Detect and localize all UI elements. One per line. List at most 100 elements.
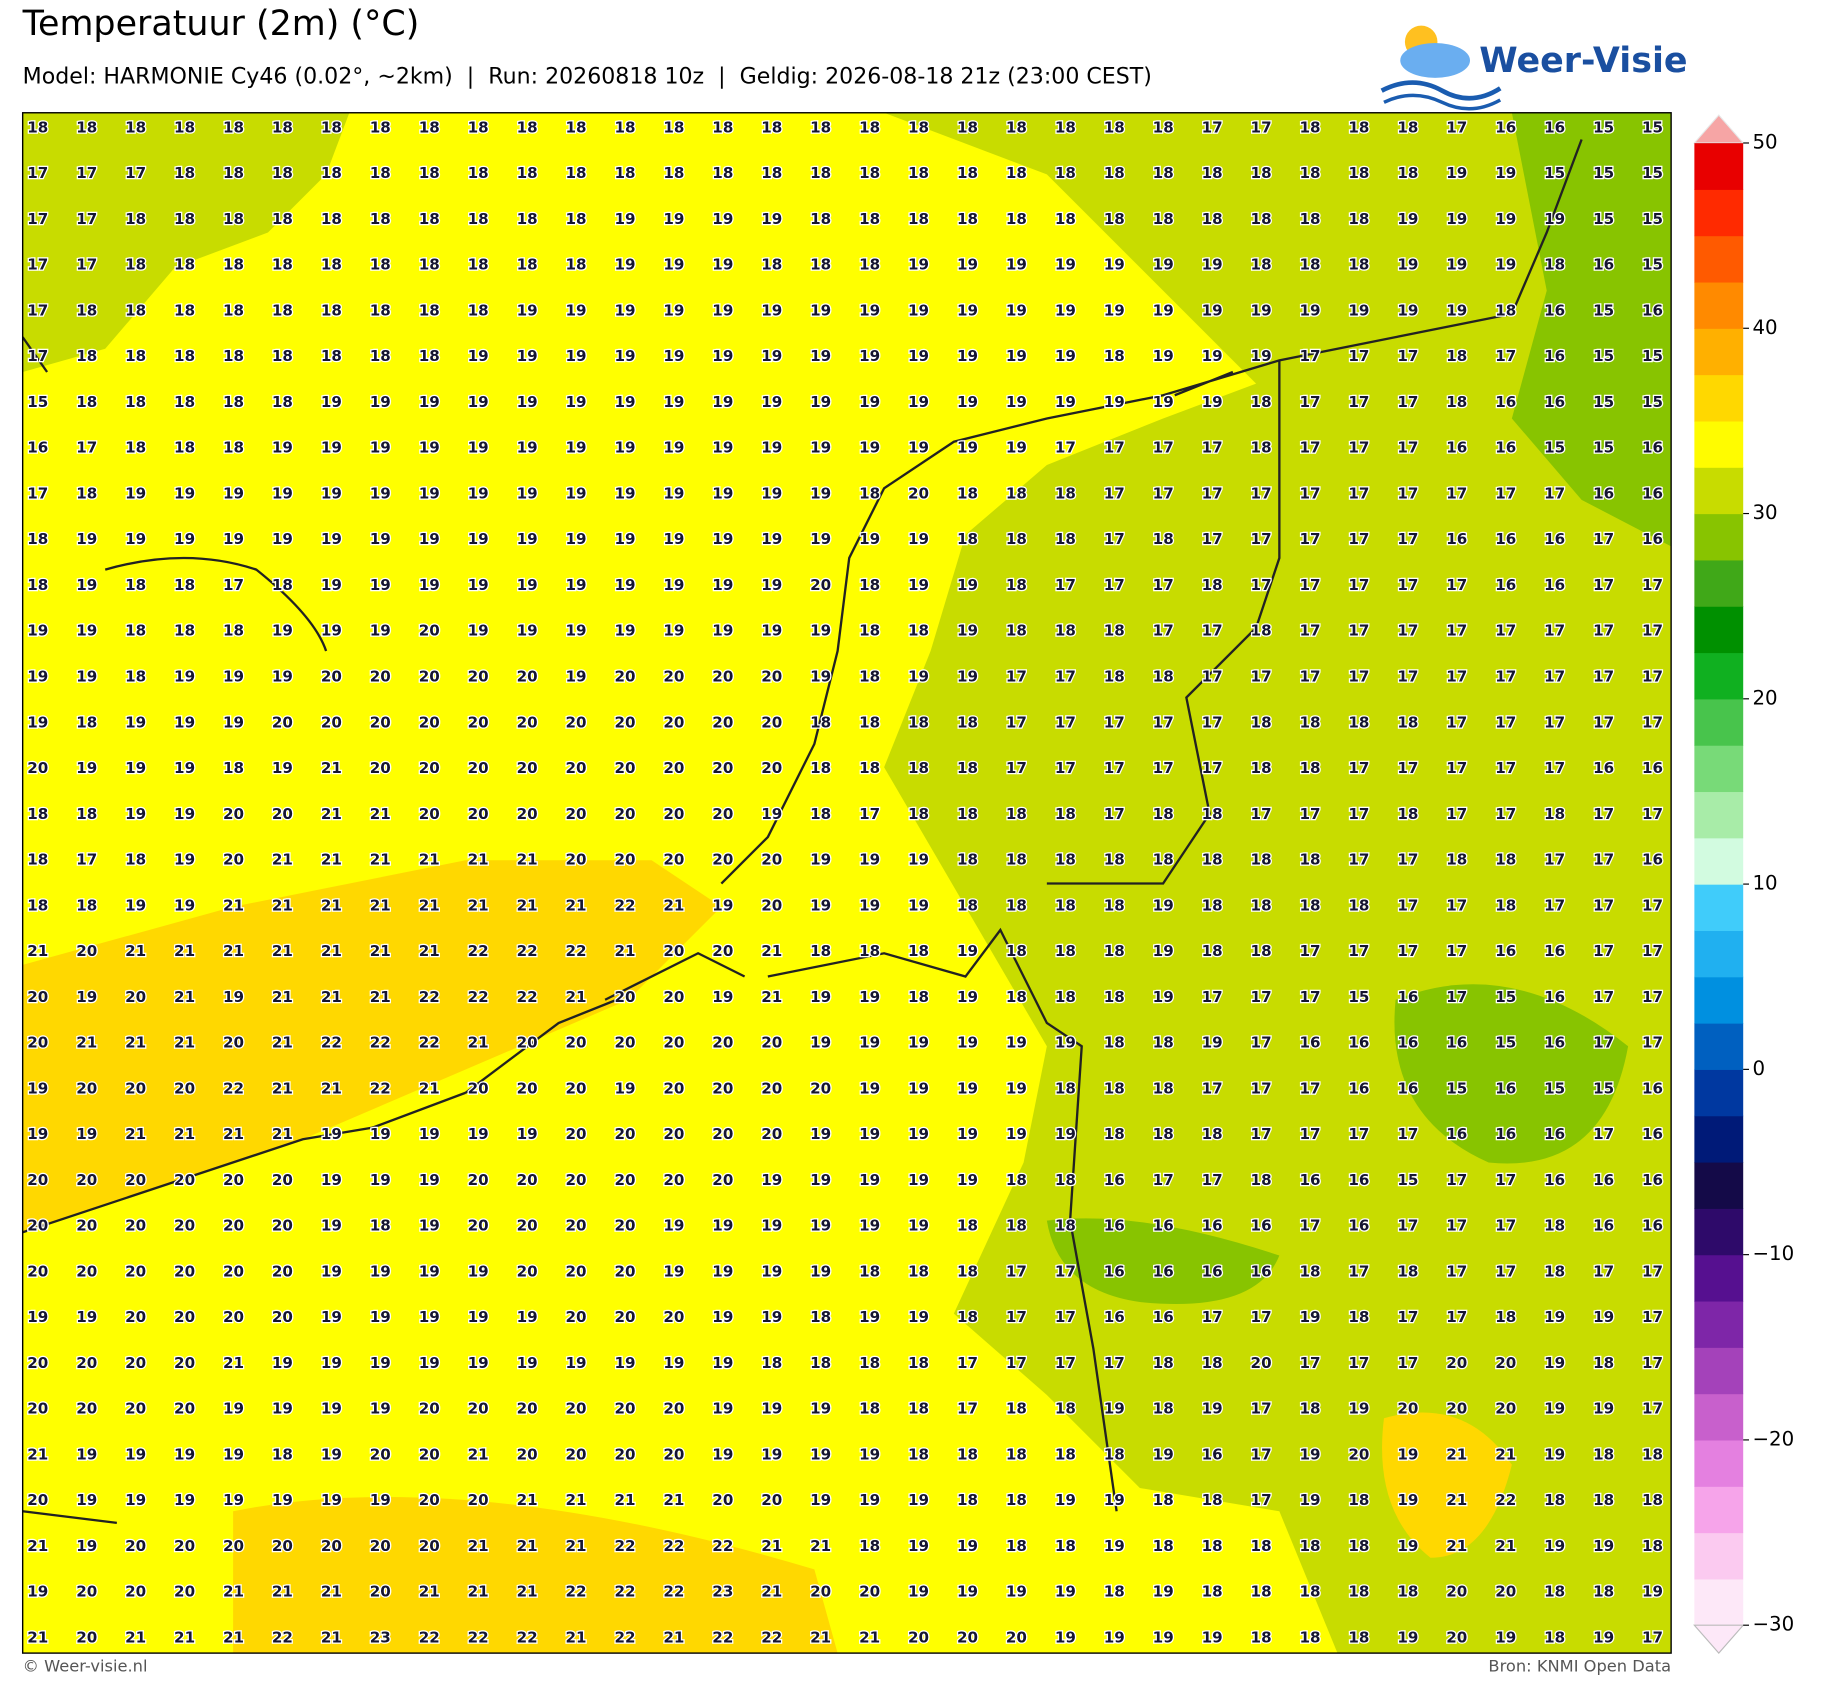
temperature-value: 18	[174, 118, 195, 136]
temperature-value: 19	[321, 1125, 342, 1143]
temperature-value: 18	[957, 1308, 978, 1326]
temperature-value: 20	[761, 1491, 782, 1509]
temperature-value: 18	[1251, 164, 1272, 182]
temperature-value: 18	[1055, 1171, 1076, 1189]
temperature-value: 17	[1642, 1400, 1663, 1418]
temperature-value: 18	[810, 942, 831, 960]
temperature-value: 18	[810, 164, 831, 182]
temperature-value: 19	[1153, 1628, 1174, 1646]
temperature-value: 21	[321, 1628, 342, 1646]
temperature-value: 18	[1202, 851, 1223, 869]
temperature-value: 18	[957, 1445, 978, 1463]
temperature-value: 20	[614, 1217, 635, 1235]
colorbar-segment	[1694, 467, 1744, 515]
temperature-value: 20	[468, 1171, 489, 1189]
temperature-value: 21	[272, 896, 293, 914]
temperature-value: 18	[1104, 347, 1125, 365]
temperature-value: 15	[1495, 1034, 1516, 1052]
temperature-value: 21	[419, 1079, 440, 1097]
temperature-value: 18	[370, 164, 391, 182]
temperature-value: 21	[370, 942, 391, 960]
temperature-value: 15	[1593, 1079, 1614, 1097]
temperature-value: 19	[712, 622, 733, 640]
temperature-value: 17	[1251, 484, 1272, 502]
temperature-value: 18	[566, 210, 587, 228]
temperature-value: 19	[370, 1354, 391, 1372]
temperature-value: 19	[1104, 393, 1125, 411]
temperature-value: 19	[761, 576, 782, 594]
temperature-value: 20	[663, 1034, 684, 1052]
temperature-value: 18	[1006, 164, 1027, 182]
temperature-value: 20	[27, 759, 48, 777]
temperature-value: 17	[1642, 1262, 1663, 1280]
temperature-value: 17	[1153, 576, 1174, 594]
temperature-value: 19	[1153, 393, 1174, 411]
temperature-value: 20	[174, 1400, 195, 1418]
temperature-value: 20	[663, 668, 684, 686]
temperature-value: 18	[1202, 210, 1223, 228]
temperature-value: 19	[27, 1079, 48, 1097]
warm-area	[22, 860, 722, 1233]
temperature-value: 20	[1446, 1354, 1467, 1372]
logo-cloud	[1400, 43, 1471, 78]
temperature-value: 22	[517, 942, 538, 960]
temperature-value: 18	[1397, 713, 1418, 731]
temperature-value: 18	[1153, 1354, 1174, 1372]
temperature-value: 18	[419, 118, 440, 136]
temperature-value: 18	[125, 439, 146, 457]
temperature-value: 15	[1593, 393, 1614, 411]
temperature-value: 20	[712, 805, 733, 823]
temperature-value: 18	[1544, 1583, 1565, 1601]
temperature-value: 17	[1251, 1034, 1272, 1052]
temperature-value: 22	[468, 1628, 489, 1646]
temperature-value: 19	[1202, 347, 1223, 365]
temperature-value: 18	[1544, 805, 1565, 823]
temperature-value: 17	[1006, 759, 1027, 777]
temperature-value: 20	[76, 1628, 97, 1646]
temperature-value: 18	[223, 118, 244, 136]
temperature-value: 18	[76, 301, 97, 319]
temperature-value: 19	[1202, 301, 1223, 319]
temperature-value: 18	[1299, 256, 1320, 274]
temperature-value: 19	[908, 347, 929, 365]
temperature-value: 18	[517, 164, 538, 182]
temperature-value: 19	[712, 256, 733, 274]
temperature-value: 19	[125, 896, 146, 914]
colorbar-segment	[1694, 1300, 1744, 1348]
temperature-value: 18	[1593, 1583, 1614, 1601]
temperature-value: 17	[1446, 713, 1467, 731]
temperature-value: 19	[1495, 164, 1516, 182]
temperature-value: 20	[419, 622, 440, 640]
temperature-value: 17	[27, 347, 48, 365]
temperature-value: 18	[468, 301, 489, 319]
temperature-value: 17	[1299, 668, 1320, 686]
temperature-value: 19	[419, 1217, 440, 1235]
temperature-value: 19	[712, 1217, 733, 1235]
temperature-value: 19	[321, 1400, 342, 1418]
temperature-value: 17	[1055, 759, 1076, 777]
temperature-value: 18	[859, 713, 880, 731]
temperature-value: 16	[1202, 1445, 1223, 1463]
temperature-value: 17	[1642, 942, 1663, 960]
temperature-value: 20	[468, 759, 489, 777]
temperature-value: 15	[1544, 164, 1565, 182]
colorbar-segment	[1694, 189, 1744, 237]
temperature-value: 18	[1495, 896, 1516, 914]
temperature-value: 21	[517, 896, 538, 914]
temperature-value: 18	[1251, 851, 1272, 869]
temperature-value: 19	[321, 484, 342, 502]
temperature-value: 16	[1642, 301, 1663, 319]
temperature-value: 19	[761, 530, 782, 548]
temperature-value: 19	[174, 713, 195, 731]
temperature-value: 20	[1397, 1400, 1418, 1418]
temperature-value: 20	[517, 668, 538, 686]
temperature-value: 18	[27, 530, 48, 548]
temperature-value: 17	[1299, 1354, 1320, 1372]
temperature-value: 17	[1642, 896, 1663, 914]
temperature-value: 15	[1593, 164, 1614, 182]
temperature-value: 20	[614, 805, 635, 823]
temperature-value: 17	[1202, 622, 1223, 640]
temperature-value: 21	[761, 1583, 782, 1601]
temperature-value: 18	[1006, 576, 1027, 594]
temperature-value: 19	[27, 622, 48, 640]
